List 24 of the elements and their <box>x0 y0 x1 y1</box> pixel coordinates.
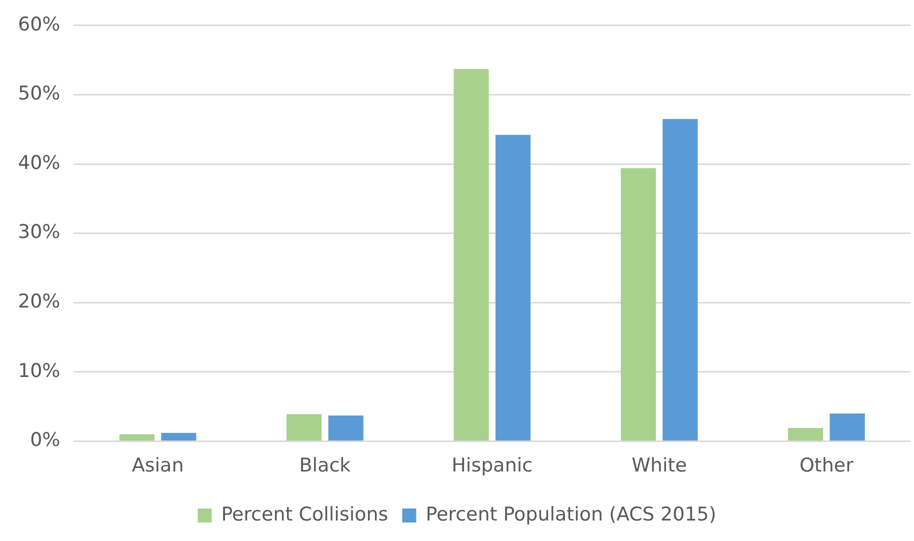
bar <box>286 414 322 440</box>
bar <box>495 134 531 440</box>
y-tick-label: 60% <box>18 13 60 36</box>
y-tick-label: 30% <box>18 221 60 244</box>
y-tick-label: 10% <box>18 360 60 382</box>
x-tick-label: Other <box>799 454 854 477</box>
y-tick-label: 50% <box>18 82 60 105</box>
bar <box>161 432 196 440</box>
y-tick-label: 0% <box>30 429 60 452</box>
legend-label: Percent Collisions <box>221 503 388 526</box>
x-tick-label: Asian <box>132 454 184 477</box>
x-tick-label: White <box>632 454 687 477</box>
x-tick-label: Black <box>299 454 351 477</box>
y-tick-label: 40% <box>18 152 60 174</box>
bar <box>788 428 824 440</box>
bar <box>454 69 489 440</box>
y-tick-label: 20% <box>18 290 60 313</box>
legend-label: Percent Population (ACS 2015) <box>426 503 716 526</box>
x-tick-label: Hispanic <box>452 454 533 477</box>
bar <box>119 434 154 440</box>
bar <box>830 413 865 440</box>
bar <box>620 168 656 440</box>
bar <box>662 118 698 440</box>
bar <box>328 416 364 440</box>
